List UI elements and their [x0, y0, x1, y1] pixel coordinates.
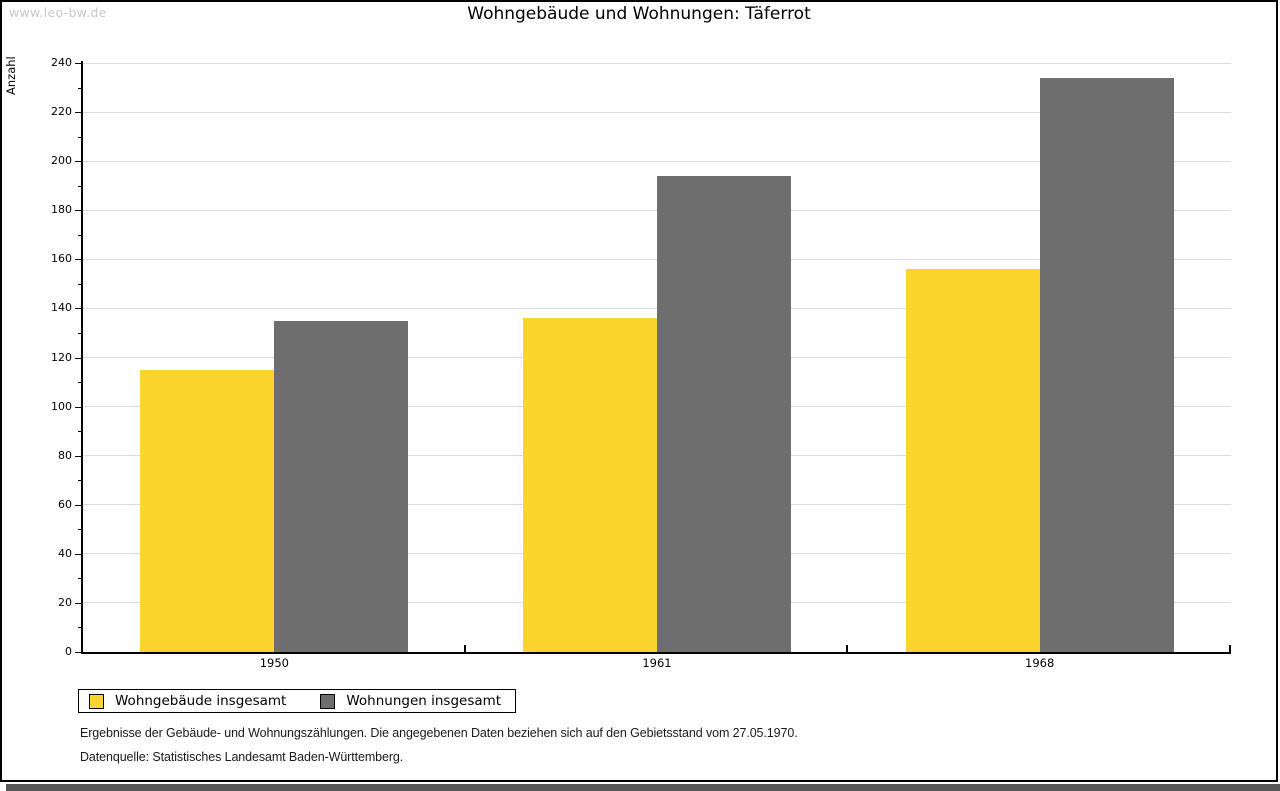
legend-label: Wohngebäude insgesamt — [115, 693, 287, 709]
y-tick-major-220 — [75, 112, 82, 114]
y-tick-minor-110 — [78, 382, 82, 384]
y-tick-major-60 — [75, 504, 82, 506]
y-tick-minor-50 — [78, 529, 82, 531]
bar-wohnungen-insgesamt-1968 — [1039, 77, 1174, 652]
y-tick-minor-170 — [78, 234, 82, 236]
y-tick-major-40 — [75, 553, 82, 555]
y-tick-major-20 — [75, 602, 82, 604]
y-tick-major-160 — [75, 259, 82, 261]
legend-swatch-gray-icon — [320, 693, 336, 709]
legend: Wohngebäude insgesamt Wohnungen insgesam… — [78, 689, 517, 713]
y-tick-major-200 — [75, 161, 82, 163]
y-tick-minor-10 — [78, 627, 82, 629]
y-tick-minor-190 — [78, 185, 82, 187]
y-axis-tick-label-60: 60 — [58, 497, 72, 511]
y-tick-major-100 — [75, 406, 82, 408]
y-tick-major-240 — [75, 63, 82, 64]
x-axis-tick-label-1950: 1950 — [259, 656, 289, 670]
y-tick-major-120 — [75, 357, 82, 359]
gridline-240 — [83, 62, 1231, 64]
y-axis-tick-label-20: 20 — [58, 595, 72, 609]
x-axis-line — [81, 652, 1231, 654]
y-tick-minor-210 — [78, 136, 82, 138]
watermark: www.leo-bw.de — [9, 5, 107, 20]
x-axis-boundary-tick-3 — [1229, 645, 1231, 652]
y-axis-tick-label-220: 220 — [51, 105, 72, 119]
y-tick-major-80 — [75, 455, 82, 457]
bar-wohnungen-insgesamt-1950 — [274, 320, 409, 652]
y-tick-major-180 — [75, 210, 82, 212]
y-axis-tick-label-160: 160 — [51, 252, 72, 266]
y-tick-major-0 — [75, 652, 82, 653]
legend-item-wohngebaeude: Wohngebäude insgesamt — [89, 693, 286, 709]
gridline-200 — [83, 160, 1231, 162]
x-axis-boundary-tick-1 — [463, 645, 466, 652]
y-axis-tick-label-0: 0 — [65, 645, 72, 658]
y-tick-minor-130 — [78, 332, 82, 334]
y-tick-minor-70 — [78, 480, 82, 482]
footnote-source-note: Ergebnisse der Gebäude- und Wohnungszähl… — [80, 726, 798, 740]
y-axis-tick-label-120: 120 — [51, 350, 72, 364]
page-title: Wohngebäude und Wohnungen: Täferrot — [467, 4, 811, 24]
bar-wohngeb-ude-insgesamt-1961 — [523, 318, 657, 652]
x-axis-boundary-tick-2 — [846, 645, 849, 652]
legend-label: Wohnungen insgesamt — [346, 693, 502, 709]
bar-wohngeb-ude-insgesamt-1950 — [140, 369, 275, 652]
window-shadow — [6, 784, 1280, 791]
x-axis-tick-label-1968: 1968 — [1025, 656, 1055, 670]
y-tick-minor-30 — [78, 578, 82, 580]
y-tick-minor-150 — [78, 283, 82, 285]
x-axis-tick-label-1961: 1961 — [642, 656, 672, 670]
footnote-data-source: Datenquelle: Statistisches Landesamt Bad… — [80, 750, 404, 764]
y-tick-minor-230 — [78, 87, 82, 89]
y-tick-major-140 — [75, 308, 82, 310]
y-axis-tick-label-100: 100 — [51, 399, 72, 413]
y-axis-tick-label-80: 80 — [58, 448, 72, 462]
legend-item-wohnungen: Wohnungen insgesamt — [320, 693, 501, 709]
y-axis-tick-label-180: 180 — [51, 203, 72, 217]
bar-wohnungen-insgesamt-1961 — [657, 175, 791, 652]
y-axis-tick-label-40: 40 — [58, 546, 72, 560]
y-axis-tick-label-200: 200 — [51, 154, 72, 168]
y-axis-tick-label-240: 240 — [51, 56, 72, 69]
y-axis-line — [81, 61, 83, 654]
y-tick-minor-90 — [78, 431, 82, 433]
bar-wohngeb-ude-insgesamt-1968 — [905, 269, 1040, 652]
legend-swatch-yellow-icon — [89, 693, 104, 709]
gridline-220 — [83, 111, 1231, 113]
y-axis-tick-label-140: 140 — [51, 301, 72, 315]
